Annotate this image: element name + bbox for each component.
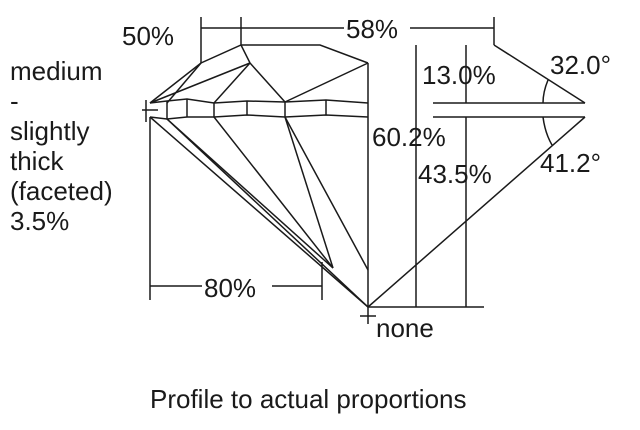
girdle-label-5: (faceted) (10, 176, 113, 206)
table-label: 58% (346, 14, 398, 44)
lower-half-label: 80% (204, 273, 256, 303)
pavilion-depth-label: 43.5% (418, 159, 492, 189)
girdle-label-3: slightly (10, 116, 89, 146)
angle-profile (367, 44, 586, 308)
pavilion-angle-label: 41.2° (540, 148, 601, 178)
girdle-label-2: - (10, 86, 19, 116)
crown-angle-label: 32.0° (550, 50, 611, 80)
dimension-lines (149, 17, 495, 308)
girdle-label-1: medium (10, 56, 102, 86)
crown-height-label: 13.0% (422, 60, 496, 90)
caption: Profile to actual proportions (150, 384, 467, 414)
star-length-label: 50% (122, 21, 174, 51)
total-depth-label: 60.2% (372, 122, 446, 152)
girdle-label-6: 3.5% (10, 206, 69, 236)
culet-label: none (376, 313, 434, 343)
diamond-outline (142, 44, 376, 324)
girdle-label-4: thick (10, 146, 64, 176)
